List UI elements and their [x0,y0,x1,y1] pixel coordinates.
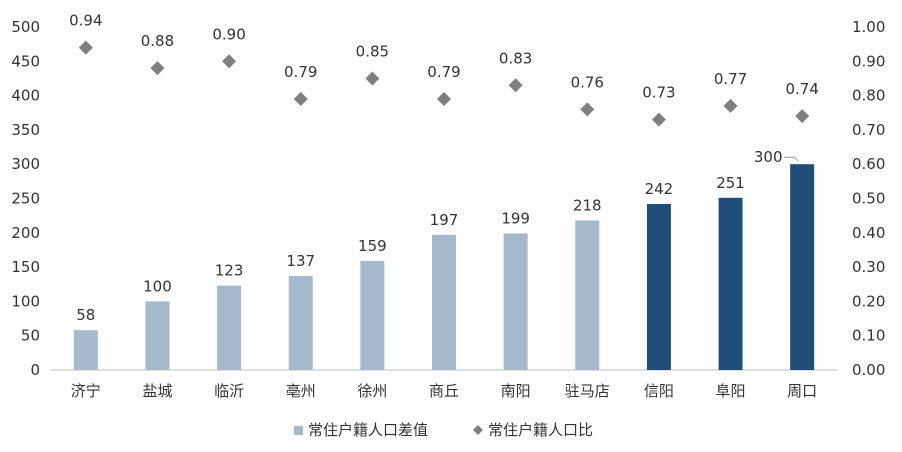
x-tick-label: 商丘 [429,382,459,400]
bar-data-label: 137 [286,252,315,270]
x-tick-label: 驻马店 [565,382,610,400]
y-left-tick-label: 150 [11,258,40,276]
y-left-tick-label: 200 [11,224,40,242]
bar-data-label: 123 [215,262,244,280]
bar-data-label: 159 [358,237,387,255]
y-right-tick-label: 0.70 [852,121,885,139]
y-right-tick-label: 0.50 [852,190,885,208]
y-left-tick-label: 50 [21,327,40,345]
ratio-point [78,40,93,55]
y-right-tick-label: 1.00 [852,18,885,36]
ratio-data-label: 0.74 [785,80,818,98]
bar [503,233,528,370]
y-right-tick-label: 0.90 [852,52,885,70]
x-tick-label: 信阳 [644,382,674,400]
ratio-point [508,78,523,93]
bar [145,301,170,370]
ratio-point [437,92,451,107]
y-left-tick-label: 300 [11,155,40,173]
ratio-point [222,54,237,69]
axes: 0 50 100 150 200 250 300 350 400 450 500 0.00 0.10 0.… [11,18,885,400]
x-tick-label: 盐城 [142,382,172,400]
bar [790,164,815,370]
x-tick-label: 徐州 [357,382,387,400]
bar [288,276,313,370]
bar [575,220,600,370]
bar-label-leader [784,156,799,162]
x-tick-label: 阜阳 [716,382,746,400]
ratio-data-label: 0.79 [427,63,460,81]
bar-data-label: 199 [501,209,530,227]
x-tick-label: 临沂 [214,382,244,400]
bar-data-label: 100 [143,277,172,295]
y-left-tick-label: 350 [11,121,40,139]
legend-label-ratio: 常住户籍人口比 [488,421,593,439]
y-right-tick-label: 0.40 [852,224,885,242]
ratio-data-label: 0.83 [499,49,532,67]
bar-data-label: 242 [645,180,674,198]
y-left-tick-label: 100 [11,292,40,310]
ratio-point [293,92,308,107]
ratio-point [580,102,595,117]
bar [718,197,743,370]
legend-marker-ratio [473,425,483,435]
ratio-data-label: 0.77 [714,70,747,88]
bar-series: 58 100 123 137 159 197 199 218 242 251 300 [73,148,815,370]
x-tick-label: 亳州 [286,382,316,400]
bar-data-label: 197 [430,211,459,229]
x-tick-label: 南阳 [501,382,531,400]
ratio-series: 0.94 0.88 0.90 0.79 0.85 0.79 0.83 0.76 0.73 0.77… [69,12,819,127]
y-right-tick-label: 0.80 [852,87,885,105]
bar [646,203,671,370]
bar [217,285,242,370]
ratio-data-label: 0.79 [284,63,317,81]
y-right-tick-label: 0.60 [852,155,885,173]
bar-data-label: 300 [754,148,783,166]
ratio-point [150,61,165,76]
x-tick-label: 济宁 [71,382,101,400]
bar-data-label: 218 [573,196,602,214]
ratio-point [651,112,666,127]
ratio-data-label: 0.76 [571,73,604,91]
y-right-tick-label: 0.10 [852,327,885,345]
x-tick-label: 周口 [787,382,817,400]
bar-data-label: 251 [716,174,745,192]
y-right-tick-label: 0.20 [852,292,885,310]
y-left-tick-label: 450 [11,52,40,70]
legend-label-bar: 常住户籍人口差值 [308,421,428,439]
legend-marker-bar [294,426,303,435]
legend: 常住户籍人口差值 常住户籍人口比 [294,421,593,439]
ratio-data-label: 0.94 [69,12,102,30]
ratio-data-label: 0.73 [642,84,675,102]
y-right-tick-label: 0.30 [852,258,885,276]
y-left-tick-label: 250 [11,190,40,208]
ratio-data-label: 0.90 [212,25,245,43]
bar [360,260,385,370]
bar [73,330,98,370]
ratio-point [795,109,810,124]
ratio-data-label: 0.85 [356,42,389,60]
y-left-tick-label: 500 [11,18,40,36]
bar [432,234,456,370]
ratio-point [365,71,380,86]
bar-data-label: 58 [76,306,95,324]
ratio-data-label: 0.88 [141,32,174,50]
ratio-point [723,98,738,113]
y-left-tick-label: 0 [30,361,40,379]
y-right-tick-label: 0.00 [852,361,885,379]
y-left-tick-label: 400 [11,87,40,105]
